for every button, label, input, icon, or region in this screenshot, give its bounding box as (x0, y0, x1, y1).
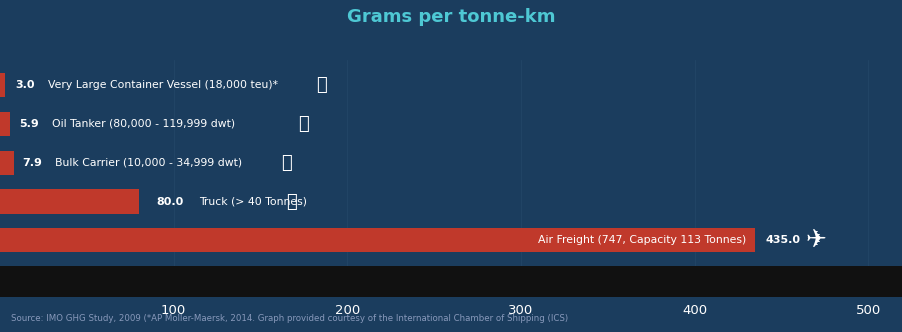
Text: 7.9: 7.9 (23, 158, 42, 168)
Bar (0, 112, 10, 136)
Text: Very Large Container Vessel (18,000 teu)*: Very Large Container Vessel (18,000 teu)… (49, 80, 278, 90)
Text: 3.0: 3.0 (15, 80, 35, 90)
Text: Source: IMO GHG Study, 2009 (*AP Moller-Maersk, 2014. Graph provided courtesy of: Source: IMO GHG Study, 2009 (*AP Moller-… (11, 314, 567, 323)
Text: 80.0: 80.0 (156, 197, 183, 207)
Text: 🚢: 🚢 (299, 115, 308, 133)
Bar (0, 190, 139, 213)
Text: Oil Tanker (80,000 - 119,999 dwt): Oil Tanker (80,000 - 119,999 dwt) (52, 119, 235, 129)
Text: 🚢: 🚢 (281, 154, 291, 172)
Text: Air Freight (747, Capacity 113 Tonnes): Air Freight (747, Capacity 113 Tonnes) (538, 235, 746, 245)
Bar (0, 151, 14, 175)
Text: 5.9: 5.9 (19, 119, 39, 129)
Bar (0, 73, 5, 97)
Text: ✈: ✈ (805, 228, 825, 252)
Text: Bulk Carrier (10,000 - 34,999 dwt): Bulk Carrier (10,000 - 34,999 dwt) (55, 158, 243, 168)
Text: 🚢: 🚢 (316, 76, 327, 94)
Text: 435.0: 435.0 (765, 235, 800, 245)
Text: 🚛: 🚛 (286, 193, 297, 210)
Text: Grams per tonne-km: Grams per tonne-km (347, 8, 555, 26)
Text: Truck (> 40 Tonnes): Truck (> 40 Tonnes) (199, 197, 307, 207)
Bar (0, 228, 755, 252)
